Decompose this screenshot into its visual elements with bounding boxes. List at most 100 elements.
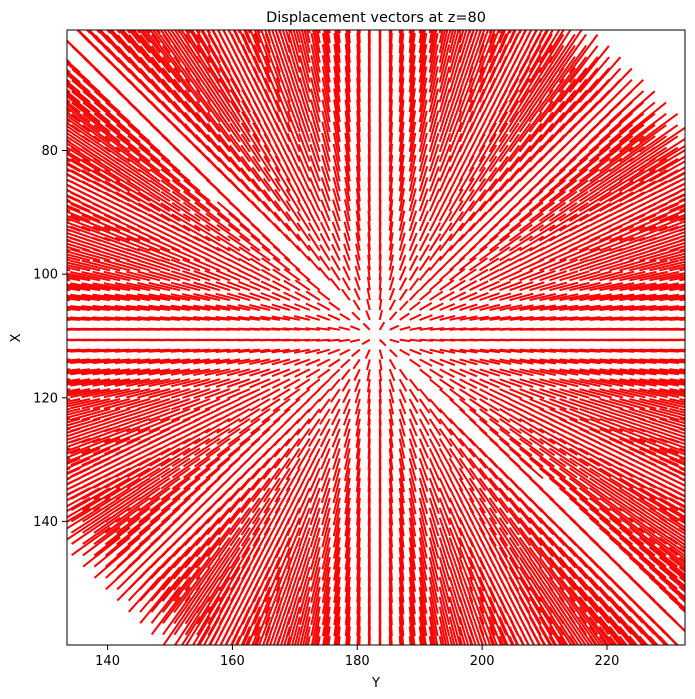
vector-arrow [137,247,171,262]
vector-arrow [287,44,301,83]
vector-arrow [388,287,396,301]
vector-arrow [228,156,251,183]
vector-arrow [161,67,191,103]
vector-arrow [639,282,680,292]
vector-arrow [619,259,657,272]
vector-arrow [205,224,231,242]
vector-arrow [459,358,478,366]
vector-arrow [67,288,71,292]
vector-arrow [479,245,500,262]
vector-arrow [293,327,310,331]
vector-arrow [448,467,464,492]
vector-arrow [239,427,261,446]
vector-arrow [388,458,394,482]
vector-arrow [468,177,487,202]
vector-arrow [488,527,509,558]
vector-arrow [327,348,341,355]
vector-arrow [148,236,181,252]
vector-arrow [67,368,71,371]
vector-arrow [548,100,577,133]
vector-arrow [275,88,291,123]
vector-arrow [70,259,111,272]
vector-arrow [238,398,261,412]
vector-arrow [428,547,440,581]
vector-arrow [285,188,301,212]
vector-arrow [618,506,656,534]
vector-arrow [126,168,161,193]
vector-arrow [183,477,211,502]
vector-arrow [184,56,211,93]
vector-arrow [103,407,141,421]
vector-arrow [306,388,321,402]
vector-arrow [126,282,161,292]
vector-arrow [508,100,531,133]
vector-arrow [588,497,623,523]
vector-arrow [498,507,520,536]
vector-arrow [668,576,685,592]
vector-arrow [325,626,331,645]
vector-arrow [355,176,361,202]
vector-arrow [82,516,121,545]
vector-arrow [344,458,351,482]
vector-arrow [589,358,624,365]
vector-arrow [71,101,111,133]
vector-arrow [458,398,477,413]
vector-arrow [161,546,191,580]
vector-arrow [271,303,291,311]
vector-arrow [67,88,71,94]
vector-arrow [309,177,321,202]
vector-arrow [173,89,201,123]
vector-arrow [488,155,509,182]
vector-arrow [559,304,590,311]
vector-arrow [468,477,487,503]
vector-arrow [478,635,484,645]
vector-arrow [448,527,463,559]
vector-arrow [283,268,301,282]
vector-arrow [150,34,181,74]
vector-arrow [309,497,321,526]
chart-title: Displacement vectors at z=80 [266,10,486,26]
vector-arrow [195,67,221,103]
vector-arrow [260,303,281,311]
vector-arrow [193,417,221,434]
vector-arrow [159,358,191,365]
vector-arrow [598,497,634,523]
vector-arrow [93,101,131,133]
vector-arrow [598,78,633,113]
vector-arrow [668,566,685,581]
vector-arrow [589,282,624,292]
vector-arrow [315,626,321,645]
plot-frame [66,29,686,646]
vector-arrow [207,89,231,123]
vector-arrow [408,408,419,426]
vector-arrow [173,67,201,103]
vector-arrow [648,625,669,645]
vector-arrow [509,358,534,365]
vector-arrow [388,636,392,645]
vector-arrow [228,167,251,192]
vector-arrow [319,221,331,242]
vector-arrow [297,477,311,503]
vector-arrow [528,30,544,54]
vector-arrow [252,66,271,103]
vector-arrow [249,269,271,282]
vector-arrow [137,447,171,467]
vector-arrow [428,66,439,103]
vector-arrow [138,507,171,535]
vector-arrow [408,143,417,172]
vector-arrow [355,188,361,212]
vector-arrow [569,417,601,433]
vector-arrow [272,388,291,401]
vector-arrow [138,157,171,183]
vector-arrow [138,146,171,173]
vector-arrow [569,293,601,302]
vector-arrow [81,487,121,512]
vector-arrow [281,30,291,54]
vector-arrow [218,527,241,558]
vector-arrow [344,188,351,212]
vector-arrow [240,477,261,503]
vector-arrow [260,292,281,302]
vector-arrow [488,167,509,192]
vector-arrow [354,265,361,281]
vector-arrow [479,388,500,400]
